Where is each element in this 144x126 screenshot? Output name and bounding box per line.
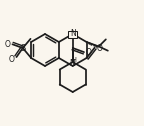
Text: N: N	[69, 59, 75, 69]
Text: O: O	[86, 48, 92, 57]
FancyBboxPatch shape	[68, 30, 77, 38]
Text: O: O	[8, 55, 14, 64]
Text: H: H	[71, 57, 76, 63]
Text: O: O	[97, 44, 103, 53]
Text: N: N	[70, 29, 76, 39]
Text: O: O	[4, 40, 10, 49]
Text: S: S	[20, 44, 25, 53]
